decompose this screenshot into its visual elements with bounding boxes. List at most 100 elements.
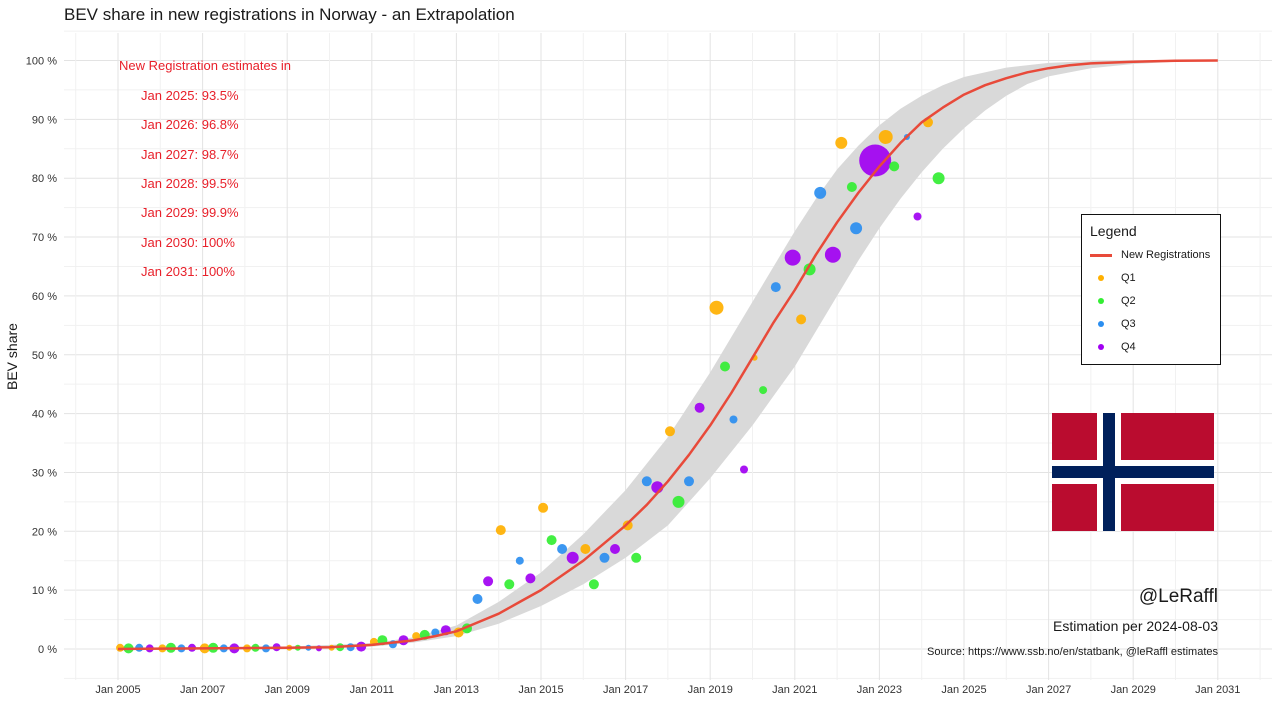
legend-dot-key <box>1090 270 1112 286</box>
curve-line <box>117 59 1218 651</box>
data-point-q1 <box>878 130 893 144</box>
y-tick-label: 100 % <box>26 56 57 68</box>
y-tick-label: 80 % <box>32 173 57 185</box>
annotation-line: Jan 2030: 100% <box>141 235 235 250</box>
data-point-q1 <box>412 632 421 641</box>
x-tick-label: Jan 2019 <box>688 684 733 696</box>
data-point-q2 <box>588 579 599 590</box>
data-point-q4 <box>525 573 536 584</box>
y-tick-label: 50 % <box>32 350 57 362</box>
x-tick-label: Jan 2017 <box>603 684 648 696</box>
annotation-line: Jan 2031: 100% <box>141 264 235 279</box>
data-point-q3 <box>515 556 524 565</box>
legend-item-q2: Q2 <box>1090 293 1136 309</box>
legend-dot-key <box>1090 316 1112 332</box>
legend-dot-key <box>1090 339 1112 355</box>
data-point-q2 <box>759 386 768 395</box>
x-tick-label: Jan 2013 <box>434 684 479 696</box>
legend-label: Q1 <box>1121 272 1136 284</box>
legend-item-q3: Q3 <box>1090 316 1136 332</box>
x-tick-label: Jan 2009 <box>265 684 310 696</box>
x-tick-label: Jan 2015 <box>518 684 563 696</box>
data-point-q1 <box>495 525 506 536</box>
legend-label: New Registrations <box>1121 249 1211 261</box>
legend-item-q4: Q4 <box>1090 339 1136 355</box>
data-point-q2 <box>889 161 900 172</box>
data-point-q3 <box>557 544 568 554</box>
data-point-q2 <box>846 182 857 192</box>
x-tick-label: Jan 2011 <box>350 684 394 696</box>
data-point-q4 <box>566 551 579 564</box>
x-tick-label: Jan 2007 <box>180 684 225 696</box>
source-note: Source: https://www.ssb.no/en/statbank, … <box>927 646 1218 658</box>
data-point-q4 <box>694 402 705 413</box>
x-tick-label: Jan 2021 <box>772 684 817 696</box>
legend-item-q1: Q1 <box>1090 270 1136 286</box>
data-point-q2 <box>631 552 642 563</box>
scatter-points <box>116 117 945 654</box>
x-tick-label: Jan 2029 <box>1111 684 1156 696</box>
legend-label: Q3 <box>1121 318 1136 330</box>
data-point-q3 <box>729 415 738 424</box>
data-point-q3 <box>641 476 652 487</box>
y-axis-label: BEV share <box>4 323 20 390</box>
x-tick-label: Jan 2025 <box>941 684 986 696</box>
y-tick-label: 0 % <box>38 644 57 656</box>
data-point-q4 <box>740 465 748 474</box>
data-point-q4 <box>824 246 841 263</box>
data-point-q1 <box>835 136 848 149</box>
data-point-q4 <box>610 544 620 554</box>
data-point-q3 <box>814 186 827 199</box>
data-point-q3 <box>472 594 483 604</box>
annotation-line: Jan 2025: 93.5% <box>141 88 239 103</box>
y-tick-label: 70 % <box>32 232 57 244</box>
annotation-line: Jan 2028: 99.5% <box>141 176 239 191</box>
data-point-q2 <box>672 495 685 508</box>
data-point-q1 <box>796 314 807 325</box>
legend-line-key <box>1090 247 1112 263</box>
annotation-heading: New Registration estimates in <box>119 58 291 73</box>
legend-dot-key <box>1090 293 1112 309</box>
x-tick-label: Jan 2027 <box>1026 684 1071 696</box>
y-tick-label: 20 % <box>32 526 57 538</box>
data-point-q2 <box>720 361 730 372</box>
data-point-q1 <box>709 300 724 315</box>
data-point-q4 <box>483 576 494 587</box>
x-tick-label: Jan 2005 <box>95 684 140 696</box>
chart-title: BEV share in new registrations in Norway… <box>64 5 515 24</box>
data-point-q2 <box>546 535 557 546</box>
legend: Legend New Registrations Q1 Q2 Q3 Q4 <box>1081 214 1221 365</box>
data-point-q2 <box>932 172 945 185</box>
data-point-q1 <box>538 502 549 513</box>
norway-flag-icon <box>1052 413 1214 531</box>
data-point-q3 <box>599 552 610 563</box>
x-axis-ticks: Jan 2005 Jan 2007 Jan 2009 Jan 2011 Jan 2013… <box>95 684 1240 696</box>
extrapolation-curve <box>117 59 1218 651</box>
legend-item-new-registrations: New Registrations <box>1090 247 1210 263</box>
data-point-q1 <box>622 520 633 531</box>
legend-label: Q4 <box>1121 341 1136 353</box>
y-tick-label: 40 % <box>32 409 57 421</box>
estimation-date: Estimation per 2024-08-03 <box>1053 618 1218 634</box>
data-point-q4 <box>913 212 922 221</box>
grid-lines <box>64 30 1272 680</box>
y-axis-ticks: 0 % 10 % 20 % 30 % 40 % 50 % 60 % 70 % 80 % 90 % 1… <box>26 56 57 657</box>
legend-title: Legend <box>1090 223 1137 239</box>
y-tick-label: 30 % <box>32 467 57 479</box>
data-point-q3 <box>770 282 781 293</box>
x-tick-label: Jan 2031 <box>1195 684 1240 696</box>
annotation-line: Jan 2026: 96.8% <box>141 117 239 132</box>
legend-label: Q2 <box>1121 295 1136 307</box>
author-handle: @LeRaffl <box>1138 586 1218 607</box>
data-point-q3 <box>684 476 694 487</box>
data-point-q1 <box>665 426 675 437</box>
y-tick-label: 60 % <box>32 291 57 303</box>
data-point-q3 <box>850 222 863 235</box>
data-point-q1 <box>580 544 591 554</box>
x-tick-label: Jan 2023 <box>857 684 902 696</box>
data-point-q4 <box>859 144 892 177</box>
annotation-line: Jan 2029: 99.9% <box>141 205 239 220</box>
annotation-line: Jan 2027: 98.7% <box>141 147 239 162</box>
data-point-q4 <box>784 249 801 266</box>
